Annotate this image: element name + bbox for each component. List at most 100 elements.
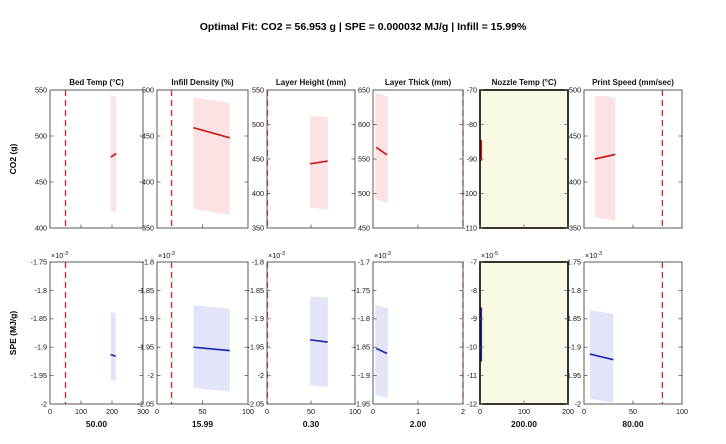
y-tick-label: -7: [471, 257, 477, 266]
y-tick-label: 450: [35, 177, 47, 186]
y-tick-label: -2: [41, 399, 47, 408]
y-tick-label: -1.9: [358, 371, 370, 380]
y-tick-label: -1.8: [252, 257, 264, 266]
x-tick-label: 300: [137, 407, 149, 416]
column-title: Print Speed (mm/sec): [592, 78, 674, 87]
column-title: Layer Thick (mm): [385, 78, 452, 87]
axis-exponent-multiplier: ×10-5: [481, 251, 498, 260]
y-tick-label: -11: [467, 371, 477, 380]
y-tick-label: 350: [142, 223, 154, 232]
subplot-layer-height-spe: -2.05 -2 -1.95 -1.9 -1.85 -1.8 0 50 100 ×10-3 0.30: [248, 251, 361, 429]
optimal-value-label: 2.00: [410, 419, 427, 429]
figure-title: Optimal Fit: CO2 = 56.953 g | SPE = 0.00…: [199, 21, 527, 33]
y-tick-label: 500: [252, 120, 264, 129]
x-tick-label: 0: [582, 407, 586, 416]
y-tick-label: -8: [471, 286, 477, 295]
y-tick-label: -1.9: [569, 343, 581, 352]
subplot-layer-thick-spe: -1.95 -1.9 -1.85 -1.8 -1.75 -1.7 0 1 2 ×10-3 2.00: [354, 251, 465, 429]
y-tick-label: -1.95: [248, 343, 264, 352]
x-tick-label: 50: [629, 407, 637, 416]
axis-exponent-multiplier: ×10-3: [158, 251, 175, 260]
y-tick-label: 550: [358, 154, 370, 163]
subplot-infill-density-spe: -2.05 -2 -1.95 -1.9 -1.85 -1.8 0 50 100 ×10-3 15.9…: [138, 251, 254, 429]
y-tick-label: 450: [252, 154, 264, 163]
x-tick-label: 0: [265, 407, 269, 416]
y-tick-label: -1.7: [358, 257, 370, 266]
highlight-background: [480, 262, 568, 404]
y-tick-label: 500: [35, 131, 47, 140]
y-tick-label: -2: [575, 399, 581, 408]
y-tick-label: -70: [467, 85, 477, 94]
y-tick-label: -1.75: [31, 257, 47, 266]
profile-line: [110, 152, 117, 158]
axis-exponent-multiplier: ×10-3: [585, 251, 602, 260]
y-tick-label: -12: [467, 399, 477, 408]
profile-line: [193, 126, 231, 139]
y-tick-label: -1.95: [138, 343, 154, 352]
y-tick-label: -1.9: [35, 343, 47, 352]
y-tick-label: -1.8: [569, 286, 581, 295]
profile-line: [193, 346, 230, 352]
x-tick-label: 0: [155, 407, 159, 416]
y-tick-label: 400: [35, 223, 47, 232]
optimal-value-label: 80.00: [622, 419, 644, 429]
y-tick-label: -1.85: [248, 286, 264, 295]
subplot-print-speed-spe: -2 -1.95 -1.9 -1.85 -1.8 -1.75 0 50 100 ×10-3 80.0…: [565, 251, 688, 429]
x-tick-label: 200: [562, 407, 574, 416]
y-tick-label: -90: [467, 154, 477, 163]
optimal-value-label: 50.00: [86, 419, 108, 429]
subplot-nozzle-temp-spe: -12 -11 -10 -9 -8 -7 0 100 200 ×10-5 200.00: [467, 251, 574, 429]
y-tick-label: -2: [148, 371, 154, 380]
y-tick-label: -1.9: [142, 314, 154, 323]
y-tick-label: 500: [142, 85, 154, 94]
x-tick-label: 50: [307, 407, 315, 416]
subplot-bed-temp-spe: -2 -1.95 -1.9 -1.85 -1.8 -1.75 0 100 200 300 ×10-3…: [31, 251, 149, 429]
x-tick-label: 100: [75, 407, 87, 416]
profile-line: [594, 153, 616, 160]
x-tick-label: 200: [106, 407, 118, 416]
y-tick-label: -80: [467, 120, 477, 129]
subplot-layer-height-co2: 350 400 450 500 550 Layer Height (mm): [252, 78, 356, 232]
y-tick-label: -1.95: [31, 371, 47, 380]
profile-line: [310, 338, 328, 343]
y-tick-label: -110: [463, 223, 477, 232]
y-tick-label: 400: [252, 189, 264, 198]
column-title: Nozzle Temp (°C): [492, 78, 557, 87]
y-tick-label: 500: [358, 189, 370, 198]
subplot-layer-thick-co2: 450 500 550 600 650 Layer Thick (mm): [358, 78, 464, 232]
y-tick-label: -1.8: [358, 314, 370, 323]
highlight-background: [480, 90, 568, 228]
y-tick-label: 600: [358, 120, 370, 129]
axis-exponent-multiplier: ×10-3: [268, 251, 285, 260]
y-tick-label: -1.95: [565, 371, 581, 380]
confidence-band: [375, 92, 388, 204]
y-tick-label: 450: [142, 131, 154, 140]
y-tick-label: 450: [569, 131, 581, 140]
y-tick-label: -1.85: [31, 314, 47, 323]
x-tick-label: 100: [518, 407, 530, 416]
profile-line: [375, 347, 388, 355]
profile-line: [375, 146, 388, 156]
subplot-print-speed-co2: 350 400 450 500 Print Speed (mm/sec): [569, 78, 683, 232]
subplot-bed-temp-co2: 400 450 500 550 Bed Temp (°C): [35, 78, 144, 232]
optimal-value-label: 15.99: [192, 419, 214, 429]
y-tick-label: -1.85: [138, 286, 154, 295]
x-tick-label: 0: [48, 407, 52, 416]
subplot-nozzle-temp-co2: -110 -100 -90 -80 -70 Nozzle Temp (°C): [463, 78, 569, 232]
y-tick-label: -1.9: [252, 314, 264, 323]
confidence-band: [110, 311, 116, 382]
x-tick-label: 100: [242, 407, 254, 416]
profile-line: [110, 353, 116, 358]
axes-box: [49, 89, 144, 229]
column-title: Infill Density (%): [171, 78, 234, 87]
confidence-band: [594, 95, 616, 221]
y-tick-label: -9: [471, 314, 477, 323]
y-tick-label: -2.05: [138, 399, 154, 408]
profile-line: [309, 160, 328, 165]
optimal-value-label: 200.00: [511, 419, 537, 429]
axes-box: [49, 261, 144, 405]
y-tick-label: -1.8: [142, 257, 154, 266]
y-tick-label: 400: [142, 177, 154, 186]
y-tick-label: -1.85: [565, 314, 581, 323]
